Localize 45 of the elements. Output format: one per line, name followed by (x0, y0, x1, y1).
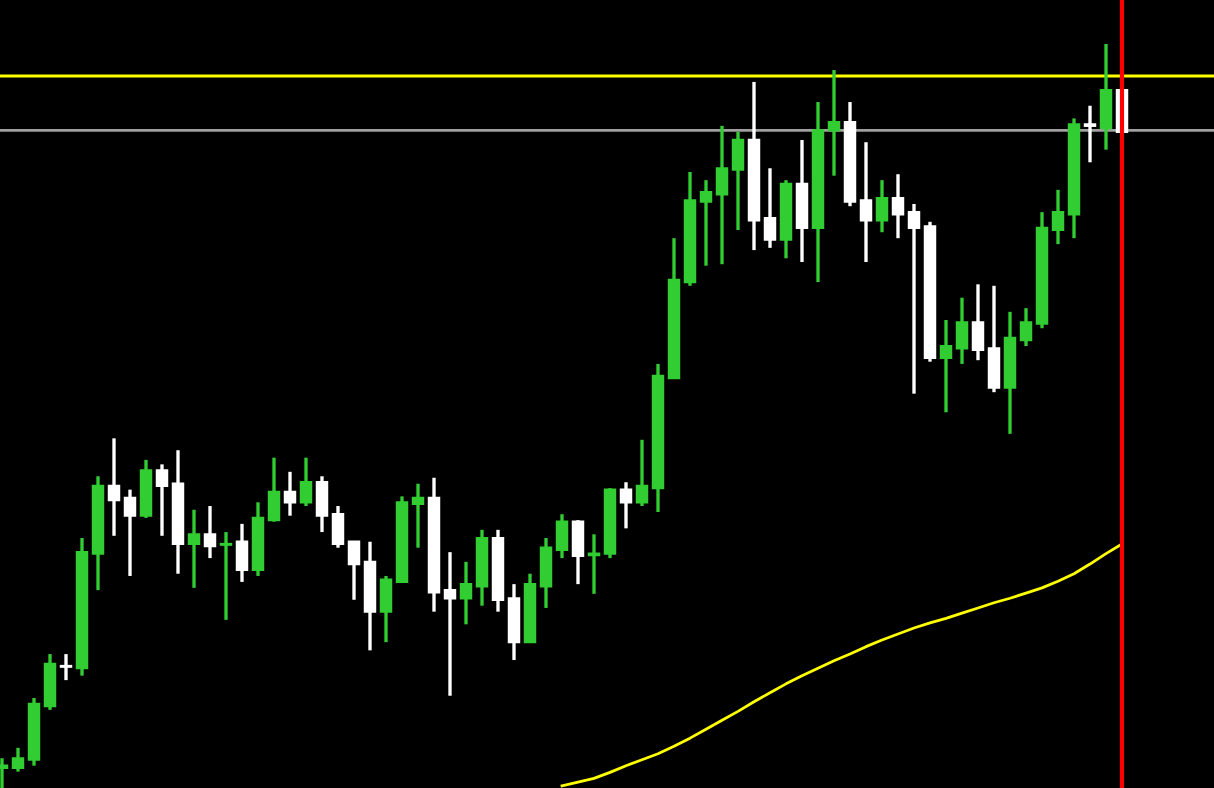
candlestick (267, 455, 281, 524)
candlestick (459, 560, 473, 626)
candlestick (731, 130, 745, 232)
candlestick (155, 462, 169, 538)
candlestick (187, 508, 201, 590)
candlestick (635, 438, 649, 508)
candlestick (443, 550, 457, 698)
candlestick (971, 282, 985, 362)
candlestick (235, 522, 249, 584)
candlestick (699, 178, 713, 268)
candlestick (219, 530, 233, 622)
candlestick (907, 202, 921, 396)
candlestick (347, 540, 361, 602)
candlestick (763, 166, 777, 250)
candlestick (107, 436, 121, 538)
candlestick (795, 138, 809, 264)
candlestick (1083, 104, 1097, 164)
candlestick (1019, 306, 1033, 348)
candlestick (1051, 188, 1065, 246)
candlestick (955, 296, 969, 366)
candlestick (939, 318, 953, 414)
candlestick (987, 284, 1001, 394)
candlestick (619, 480, 633, 531)
candlestick (331, 504, 345, 550)
candlestick (299, 455, 313, 508)
candlestick (1099, 42, 1113, 152)
candlestick (379, 574, 393, 644)
candlestick (123, 487, 137, 578)
candlestick (411, 482, 425, 550)
candlestick (59, 652, 73, 682)
candlestick (139, 458, 153, 520)
candlestick (859, 140, 873, 264)
candlestick (539, 536, 553, 610)
candlestick (43, 652, 57, 712)
candlestick (715, 124, 729, 266)
candlestick (555, 512, 569, 560)
candlestick (283, 470, 297, 518)
candlestick (507, 582, 521, 662)
candlestick (11, 746, 25, 774)
candlestick (827, 68, 841, 178)
candlestick (891, 172, 905, 240)
candlestick (203, 504, 217, 560)
candlestick (571, 518, 585, 586)
candlestick (875, 178, 889, 234)
candlestick (315, 474, 329, 534)
